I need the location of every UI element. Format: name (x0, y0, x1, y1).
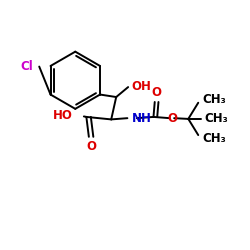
Text: CH₃: CH₃ (204, 112, 228, 126)
Text: O: O (86, 140, 96, 153)
Text: O: O (167, 112, 177, 125)
Text: CH₃: CH₃ (202, 132, 226, 145)
Text: HO: HO (53, 109, 73, 122)
Text: CH₃: CH₃ (202, 93, 226, 106)
Text: NH: NH (132, 112, 152, 125)
Text: Cl: Cl (20, 60, 33, 73)
Text: O: O (152, 86, 162, 99)
Text: OH: OH (132, 80, 152, 93)
